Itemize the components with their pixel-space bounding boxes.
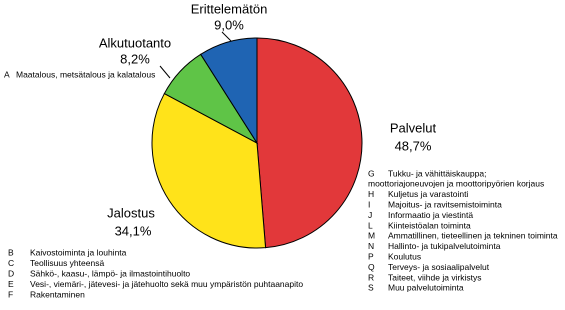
- note-text: Vesi-, viemäri-, jätevesi- ja jätehuolto…: [30, 279, 303, 289]
- note-text: moottoriajoneuvojen ja moottoripyörien k…: [368, 179, 544, 189]
- note-text: Kiinteistöalan toiminta: [388, 220, 471, 230]
- slice-value-label: 8,2%: [120, 51, 150, 66]
- slice-label: Palvelut: [390, 120, 437, 135]
- note-code: H: [368, 189, 374, 199]
- note-code: C: [8, 258, 14, 268]
- note-code: M: [368, 231, 375, 241]
- pie-slice: [256, 37, 363, 249]
- pie-slice: [151, 92, 267, 249]
- note-code: I: [368, 199, 370, 209]
- note-code: Q: [368, 262, 375, 272]
- slice-label: Jalostus: [107, 205, 155, 220]
- note-text: Ammatillinen, tieteellinen ja tekninen t…: [388, 231, 558, 241]
- slice-value-label: 34,1%: [115, 223, 152, 238]
- note-code: E: [8, 279, 14, 289]
- leader-line: [221, 31, 233, 43]
- note-text: Kaivostoiminta ja louhinta: [30, 247, 127, 257]
- pie-slice: [200, 37, 258, 145]
- note-code: A: [4, 69, 10, 79]
- note-text: Majoitus- ja ravitsemistoiminta: [388, 199, 502, 209]
- note-code: N: [368, 241, 374, 251]
- note-text: Hallinto- ja tukipalvelutoiminta: [388, 241, 501, 251]
- note-code: R: [368, 272, 374, 282]
- slice-label: Erittelemätön: [191, 1, 268, 16]
- note-code: D: [8, 268, 14, 278]
- note-code: P: [368, 251, 374, 261]
- note-code: F: [8, 289, 13, 299]
- note-text: Informaatio ja viestintä: [388, 210, 473, 220]
- slice-label: Alkutuotanto: [99, 35, 171, 50]
- note-text: Teollisuus yhteensä: [30, 258, 104, 268]
- note-text: Tukku- ja vähittäiskauppa;: [388, 168, 486, 178]
- note-text: Rakentaminen: [30, 289, 85, 299]
- leader-line: [159, 65, 171, 79]
- note-code: J: [368, 210, 372, 220]
- note-code: L: [368, 220, 373, 230]
- note-text: Muu palvelutoiminta: [388, 283, 464, 293]
- note-code: G: [368, 168, 375, 178]
- note-text: Taiteet, viihde ja virkistys: [388, 272, 482, 282]
- note-text: Sähkö-, kaasu-, lämpö- ja ilmastointihuo…: [30, 268, 190, 278]
- slice-value-label: 9,0%: [214, 17, 244, 32]
- slice-value-label: 48,7%: [395, 138, 432, 153]
- note-code: S: [368, 283, 374, 293]
- note-text: Koulutus: [388, 251, 421, 261]
- note-text: Kuljetus ja varastointi: [388, 189, 468, 199]
- note-text: Terveys- ja sosiaalipalvelut: [388, 262, 490, 272]
- note-code: B: [8, 247, 14, 257]
- note-text: Maatalous, metsätalous ja kalatalous: [16, 69, 155, 79]
